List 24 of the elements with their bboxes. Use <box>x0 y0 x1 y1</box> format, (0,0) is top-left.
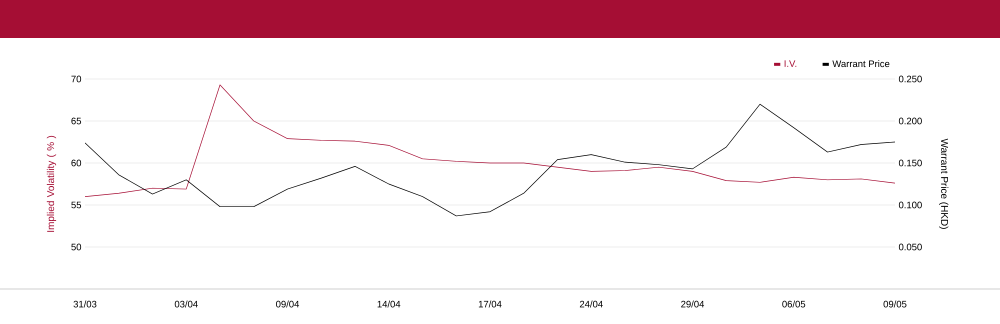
y-tick-label: 50 <box>71 244 82 250</box>
x-tick-label: 09/04 <box>276 300 300 308</box>
y-tick-label: 55 <box>71 202 82 208</box>
y-tick-label: 60 <box>71 160 82 166</box>
x-tick-label: 29/04 <box>681 300 704 308</box>
x-tick-label: 09/05 <box>884 300 906 308</box>
x-tick-label: 06/05 <box>782 300 806 308</box>
y2-axis-title: Warrant Price (HKD) <box>939 138 948 229</box>
x-tick-label: 14/04 <box>378 300 400 308</box>
y2-tick-label: 0.050 <box>898 244 922 250</box>
x-tick-label: 03/04 <box>174 300 198 308</box>
y-axis-title: Implied Volatility ( % ) <box>46 136 56 232</box>
x-tick-label: 17/04 <box>478 300 502 308</box>
y2-tick-label: 0.250 <box>898 76 922 82</box>
y2-tick-label: 0.100 <box>898 202 922 208</box>
y-tick-label: 65 <box>71 118 82 124</box>
x-tick-label: 31/03 <box>74 300 96 308</box>
x-tick-label: 24/04 <box>580 300 603 308</box>
legend-label: I.V. <box>784 60 796 67</box>
legend-label: Warrant Price <box>832 60 890 68</box>
y2-tick-label: 0.150 <box>898 160 922 166</box>
line-series <box>85 104 896 216</box>
y2-tick-label: 0.200 <box>898 118 922 124</box>
y-tick-label: 70 <box>71 76 82 82</box>
